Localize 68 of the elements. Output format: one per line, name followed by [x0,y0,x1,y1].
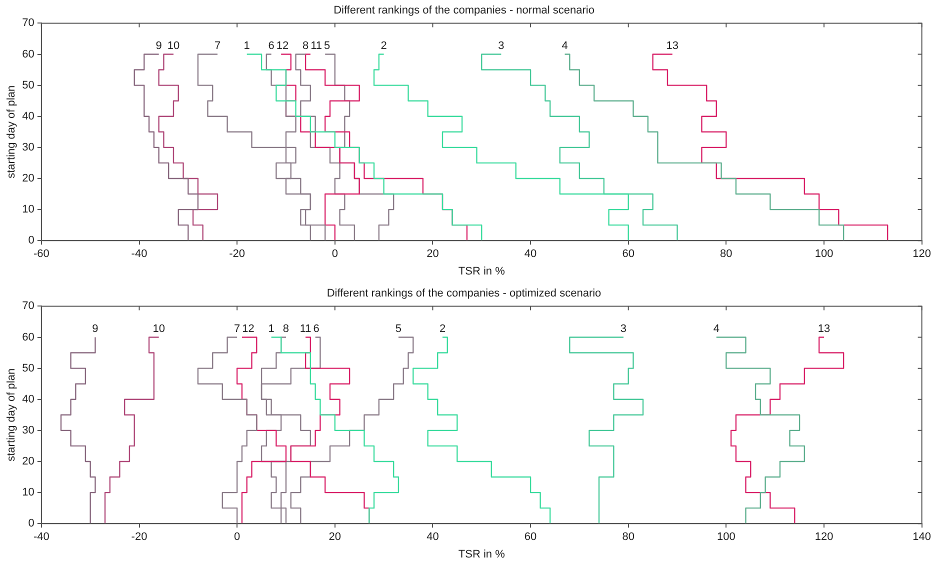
series-label: 10 [167,40,180,52]
series-label: 1 [268,322,274,335]
y-tick-label: 30 [22,424,34,436]
series-label: 7 [214,40,221,52]
series-label: 5 [395,322,402,335]
x-tick-label: -40 [131,248,148,260]
x-tick-label: 80 [622,531,634,544]
y-tick-label: 0 [28,518,34,530]
series-label: 10 [152,322,165,335]
x-tick-label: 0 [234,531,240,544]
y-tick-label: 40 [22,393,34,406]
series-label: 4 [562,40,568,52]
series-label: 11 [310,40,322,52]
y-tick-label: 30 [22,141,34,154]
y-tick-label: 10 [22,204,34,216]
y-tick-label: 60 [22,331,34,344]
series-label: 12 [276,40,289,52]
y-tick-label: 20 [22,456,34,468]
x-tick-label: 100 [717,531,736,544]
series-label: 9 [156,40,162,52]
series-label: 8 [282,322,290,335]
x-tick-label: 0 [332,248,338,260]
y-tick-label: 20 [22,172,34,185]
x-tick-label: 40 [426,531,439,544]
y-tick-label: 40 [22,110,34,122]
y-tick-label: 10 [22,486,34,499]
x-tick-label: -20 [229,248,246,260]
series-label: 6 [268,40,274,52]
x-tick-label: 40 [524,248,537,260]
x-tick-label: 20 [328,531,342,544]
y-axis-title: starting day of plan [6,85,18,178]
x-tick-label: 100 [814,248,834,260]
x-tick-label: 60 [524,531,537,544]
y-axis-title: starting day of plan [6,368,18,462]
series-label: 7 [234,322,240,335]
y-tick-label: 0 [28,234,34,247]
x-tick-label: -60 [33,248,50,260]
y-tick-label: 70 [22,300,34,312]
chart-title: Different rankings of the companies - optimized scenario [326,288,602,300]
y-tick-label: 50 [22,79,34,92]
series-label: 6 [313,322,320,335]
chart-title: Different rankings of the companies - normal scenario [334,4,594,17]
series-label: 5 [324,40,330,52]
x-axis-title: TSR in % [458,548,506,560]
series-label: 2 [380,40,387,52]
series-label: 4 [713,322,720,335]
series-label: 9 [92,322,98,335]
series-label: 3 [498,40,504,52]
series-label: 3 [620,322,627,335]
x-axis-title: TSR in % [458,265,506,278]
y-tick-label: 60 [22,48,34,60]
x-tick-label: -20 [131,531,148,544]
y-tick-label: 50 [22,362,34,374]
x-tick-label: 20 [426,248,439,260]
series-label: 1 [244,40,250,52]
x-tick-label: 140 [912,531,932,544]
series-label: 2 [439,322,446,335]
series-label: 8 [302,40,309,52]
series-label: 13 [818,322,830,335]
x-tick-label: 120 [814,531,834,544]
x-tick-label: -40 [33,531,50,544]
series-label: 13 [666,40,679,52]
series-label: 11 [300,322,312,335]
series-label: 12 [242,322,254,335]
y-tick-label: 70 [22,17,34,30]
x-tick-label: 60 [622,248,634,260]
x-tick-label: 80 [720,248,732,260]
x-tick-label: 120 [912,248,932,260]
